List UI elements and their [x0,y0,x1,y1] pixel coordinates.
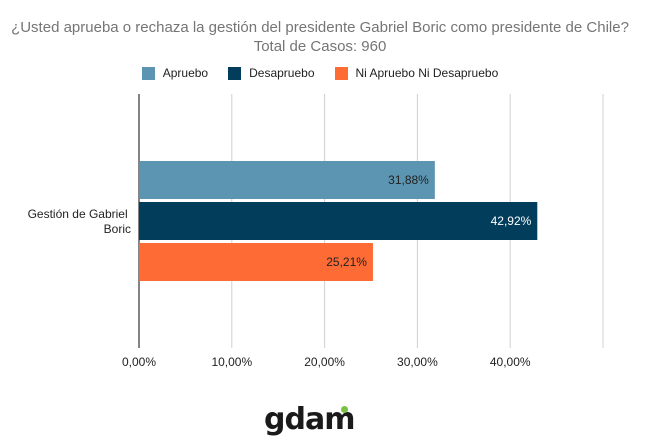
gdam-logo: gdam [264,402,364,438]
legend-item-neutral: Ni Apruebo Ni Desapruebo [334,66,499,80]
bar-ni-apruebo-ni-desapruebo [139,243,373,281]
category-label-line-2: Boric [104,222,131,236]
bar-apruebo [139,161,435,199]
legend-item-apruebo: Apruebo [141,66,209,80]
legend-swatch-desapruebo [228,66,242,80]
legend-swatch-neutral [334,66,348,80]
legend-label-desapruebo: Desapruebo [249,66,315,80]
data-label-ni-apruebo-ni-desapruebo: 25,21% [326,255,367,269]
legend-label-neutral: Ni Apruebo Ni Desapruebo [355,66,499,80]
logo-text: gdam [264,402,355,437]
legend-item-desapruebo: Desapruebo [228,66,315,80]
data-label-apruebo: 31,88% [388,173,429,187]
x-tick-labels: 0,00% 10,00% 20,00% 30,00% 40,00% [122,355,531,369]
legend: Apruebo Desapruebo Ni Apruebo Ni Desapru… [0,66,640,80]
data-label-desapruebo: 42,92% [491,214,532,228]
chart-title: ¿Usted aprueba o rechaza la gestión del … [11,19,629,55]
category-label-line-1: Gestión de Gabriel [28,207,128,221]
logo-dot-icon [341,406,348,413]
x-tick-label: 30,00% [397,355,438,369]
legend-swatch-apruebo [141,66,155,80]
bar-desapruebo [139,202,538,240]
x-tick-label: 20,00% [304,355,345,369]
x-tick-label: 0,00% [122,355,156,369]
x-tick-label: 10,00% [211,355,252,369]
category-label: Gestión de Gabriel Boric [28,207,131,236]
bars: 31,88% 42,92% 25,21% [139,161,538,281]
legend-label-apruebo: Apruebo [162,66,209,80]
x-tick-label: 40,00% [490,355,531,369]
bar-chart: 31,88% 42,92% 25,21% 0,00% 10,00% 20,00% 30,0… [28,94,604,369]
